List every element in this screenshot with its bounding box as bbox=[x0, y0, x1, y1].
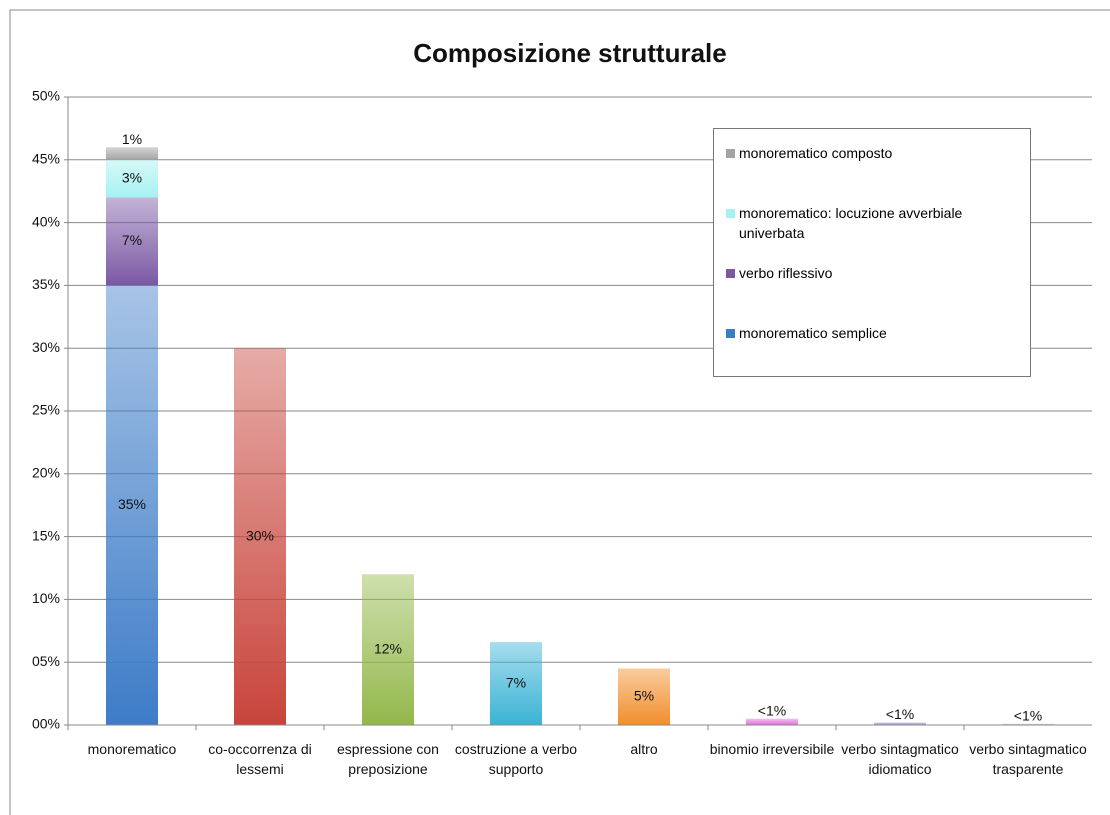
x-tick-label: espressione con preposizione bbox=[337, 741, 439, 777]
bar bbox=[106, 147, 158, 160]
x-tick-label: costruzione a verbo supporto bbox=[454, 741, 578, 777]
bar bbox=[234, 348, 286, 725]
legend-swatch bbox=[726, 149, 735, 158]
legend-swatch bbox=[726, 269, 735, 278]
data-label: 30% bbox=[246, 527, 274, 543]
bar bbox=[874, 722, 926, 725]
frame bbox=[9, 9, 1110, 815]
legend: monorematico composto monorematico: locuz… bbox=[713, 128, 1031, 377]
x-tick-label: binomio irreversibile bbox=[709, 741, 835, 757]
data-label: <1% bbox=[758, 702, 786, 718]
y-tick-label: 05% bbox=[32, 653, 60, 669]
y-tick-label: 15% bbox=[32, 527, 60, 543]
bar bbox=[746, 718, 798, 725]
legend-item: monorematico: locuzione avverbiale unive… bbox=[726, 203, 1022, 263]
bar bbox=[362, 574, 414, 725]
legend-item: monorematico composto bbox=[726, 143, 1022, 203]
legend-label: monorematico composto bbox=[739, 145, 893, 161]
bar bbox=[490, 642, 542, 725]
legend-label: monorematico: locuzione avverbiale unive… bbox=[739, 205, 963, 241]
chart-title: Composizione strutturale bbox=[413, 38, 726, 68]
y-tick-label: 45% bbox=[32, 151, 60, 167]
legend-item: verbo riflessivo bbox=[726, 263, 1022, 323]
legend-swatch bbox=[726, 329, 735, 338]
data-label: <1% bbox=[1014, 707, 1042, 723]
data-label: 3% bbox=[122, 169, 142, 185]
x-tick-label: verbo sintagmatico trasparente bbox=[969, 741, 1087, 777]
data-label: 12% bbox=[374, 640, 402, 656]
y-tick-label: 00% bbox=[32, 716, 60, 732]
x-tick-label: verbo sintagmatico idiomatico bbox=[841, 741, 959, 777]
y-tick-label: 25% bbox=[32, 402, 60, 418]
y-tick-label: 20% bbox=[32, 465, 60, 481]
data-label: 5% bbox=[634, 687, 654, 703]
data-label: 7% bbox=[122, 232, 142, 248]
bar bbox=[1002, 723, 1054, 725]
legend-item: monorematico semplice bbox=[726, 323, 1022, 383]
y-tick-label: 50% bbox=[32, 88, 60, 104]
legend-label: monorematico semplice bbox=[739, 325, 887, 341]
y-tick-label: 30% bbox=[32, 339, 60, 355]
bar bbox=[106, 159, 158, 198]
bar bbox=[106, 197, 158, 286]
legend-swatch bbox=[726, 209, 735, 218]
x-tick-label: altro bbox=[630, 741, 658, 757]
legend-label: verbo riflessivo bbox=[739, 265, 833, 281]
x-tick-label: co-occorrenza di lessemi bbox=[208, 741, 312, 777]
y-tick-label: 10% bbox=[32, 590, 60, 606]
data-label: 7% bbox=[506, 674, 526, 690]
bar bbox=[106, 285, 158, 725]
y-tick-label: 35% bbox=[32, 276, 60, 292]
data-label: 35% bbox=[118, 496, 146, 512]
bar bbox=[618, 668, 670, 725]
data-label: <1% bbox=[886, 706, 914, 722]
data-label: 1% bbox=[122, 131, 142, 147]
y-tick-label: 40% bbox=[32, 213, 60, 229]
x-tick-label: monorematico bbox=[87, 741, 177, 757]
